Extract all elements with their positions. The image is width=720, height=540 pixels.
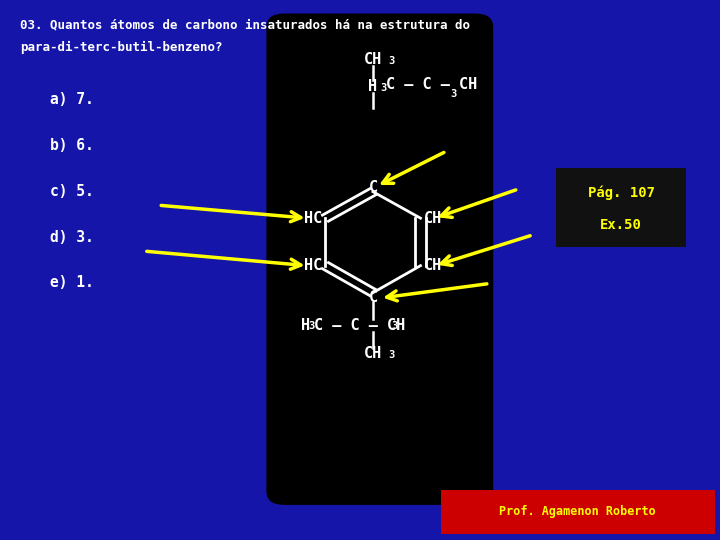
Text: para-di-terc-butil-benzeno?: para-di-terc-butil-benzeno? — [20, 40, 222, 53]
Text: 3: 3 — [391, 321, 397, 332]
Text: d) 3.: d) 3. — [50, 230, 94, 245]
Text: Prof. Agamenon Roberto: Prof. Agamenon Roberto — [500, 505, 656, 518]
Text: HC: HC — [304, 258, 322, 273]
Text: c) 5.: c) 5. — [50, 184, 94, 199]
Text: CH: CH — [364, 52, 382, 67]
Text: Ex.50: Ex.50 — [600, 218, 642, 232]
Text: HC: HC — [304, 211, 322, 226]
Text: 3: 3 — [389, 350, 395, 360]
Text: CH: CH — [424, 211, 442, 226]
Text: CH: CH — [424, 258, 442, 273]
Text: 03. Quantos átomos de carbono insaturados há na estrutura do: 03. Quantos átomos de carbono insaturado… — [20, 19, 470, 32]
Text: 3: 3 — [380, 83, 387, 93]
Text: H: H — [301, 318, 310, 333]
Text: C – C – CH: C – C – CH — [314, 318, 405, 333]
Text: b) 6.: b) 6. — [50, 138, 94, 153]
FancyBboxPatch shape — [441, 490, 715, 534]
Text: CH: CH — [364, 346, 382, 361]
Text: C – C – CH: C – C – CH — [386, 77, 477, 92]
Text: 3: 3 — [450, 89, 456, 99]
Text: a) 7.: a) 7. — [50, 92, 94, 107]
Text: 3: 3 — [308, 321, 315, 332]
Text: H: H — [369, 79, 377, 94]
Text: C: C — [369, 289, 377, 305]
FancyBboxPatch shape — [266, 14, 493, 505]
Text: e) 1.: e) 1. — [50, 275, 94, 291]
Text: Pág. 107: Pág. 107 — [588, 186, 654, 200]
FancyBboxPatch shape — [556, 168, 686, 247]
Text: C: C — [369, 180, 377, 195]
Text: 3: 3 — [389, 56, 395, 66]
